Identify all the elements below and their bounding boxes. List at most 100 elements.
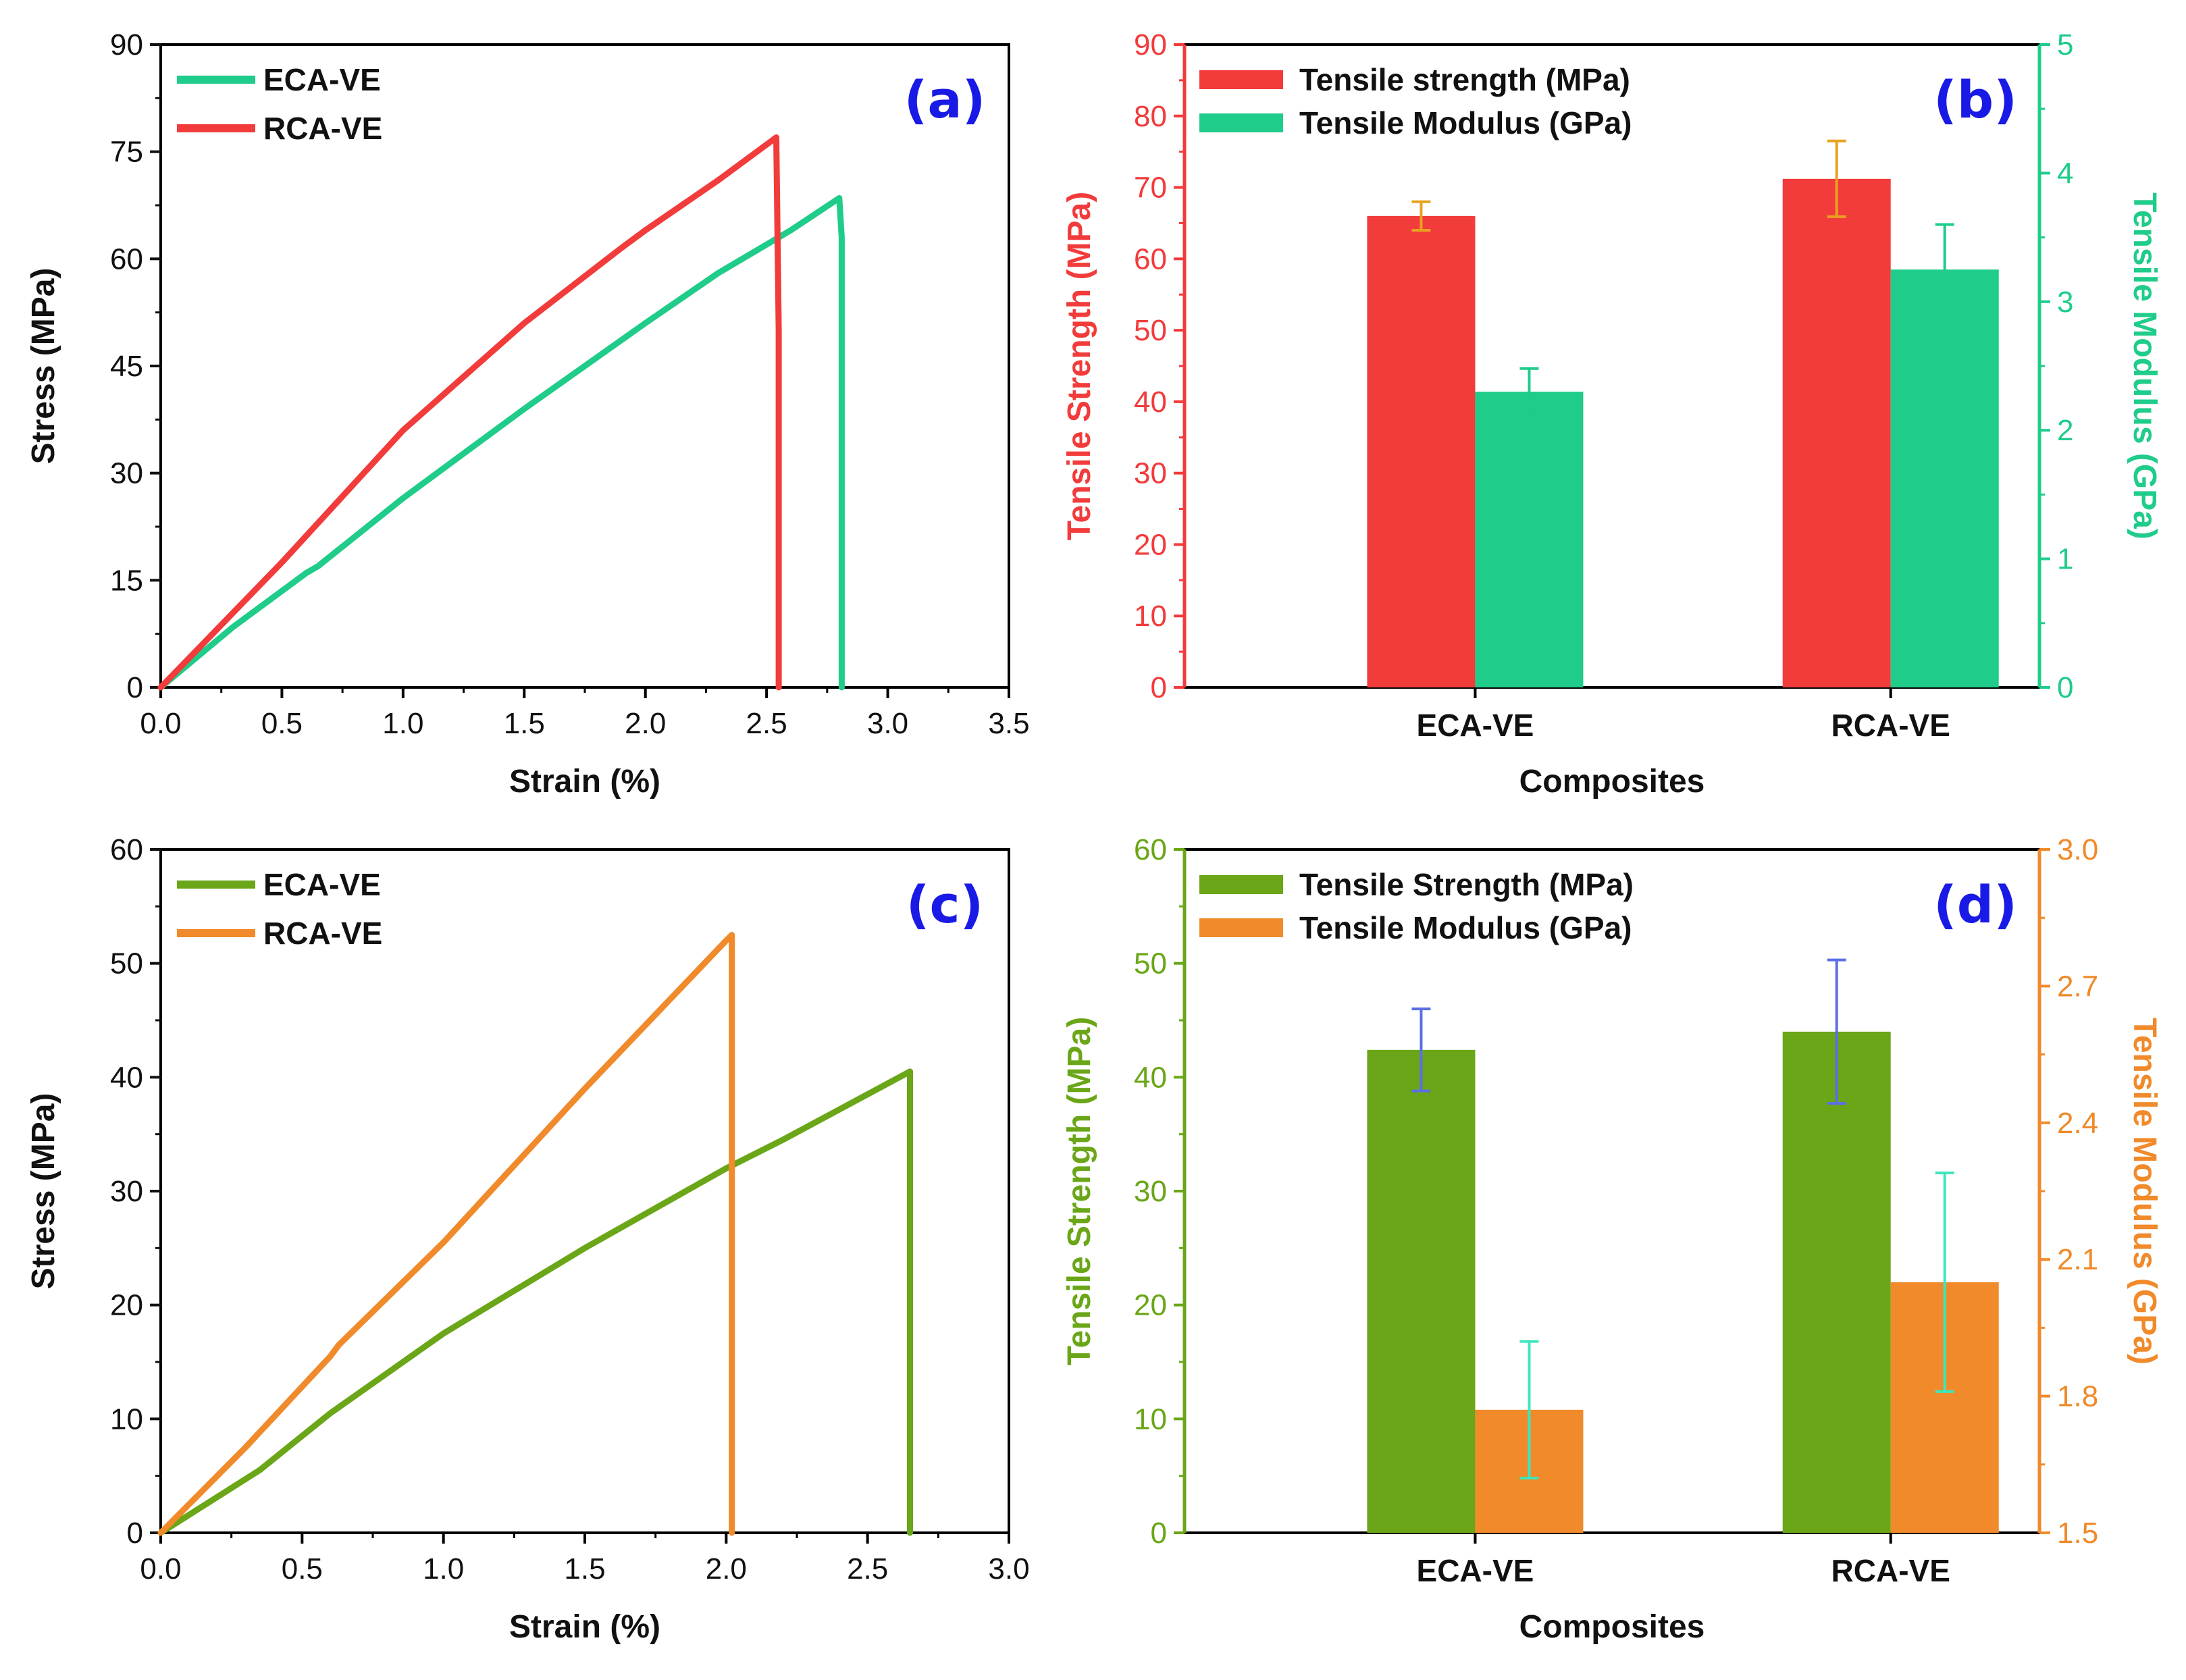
y-tick-label-left: 70 [1134,172,1167,205]
y-tick-label-right: 2 [2057,414,2073,447]
x-tick-label: 3.0 [867,707,908,740]
panel-label: (a) [904,70,986,130]
y-tick-label-right: 3.0 [2057,833,2098,866]
x-tick-label: 2.0 [706,1552,747,1585]
x-tick-label: 3.0 [988,1552,1029,1585]
y-tick-label-left: 30 [1134,457,1167,490]
y-tick-label-right: 3 [2057,286,2073,319]
y-tick-label-left: 0 [127,671,143,704]
y-tick-label-right: 2.4 [2057,1107,2098,1140]
series-line-eca-ve [157,1068,913,1536]
legend-label: RCA-VE [263,111,382,146]
bar-strength-rca-ve [1782,178,1891,688]
y-tick-label-left: 20 [1134,1289,1167,1322]
x-tick-label: 2.5 [746,707,787,740]
x-tick-label: 0.5 [261,707,303,740]
x-tick-label: 1.0 [423,1552,464,1585]
x-axis-title: Composites [1519,1609,1705,1645]
y-tick-label-left: 75 [110,136,143,169]
legend-swatch [1199,875,1283,894]
y-tick-label-left: 60 [110,833,143,866]
legend-swatch [1199,918,1283,937]
y-tick-label-left: 30 [1134,1175,1167,1208]
bar-strength-eca-ve [1367,215,1476,687]
y-axis-title: Stress (MPa) [26,1093,61,1290]
y-tick-label-right: 5 [2057,28,2073,61]
y-tick-label-right: 1.5 [2057,1517,2098,1550]
x-axis-title: Strain (%) [509,764,660,799]
legend-label: ECA-VE [263,867,381,902]
y-tick-label-left: 0 [1151,1517,1167,1550]
x-tick-label: 0.5 [282,1552,323,1585]
x-tick-label: 2.5 [847,1552,888,1585]
category-label: ECA-VE [1417,708,1534,743]
y-axis-title-right: Tensile Modulus (GPa) [2127,1018,2162,1365]
chart-c: 0 10 20 30 40 50 60 0.0 0.5 1.0 1.5 2.0 2.5 3.0 ECA-VE… [26,833,1030,1645]
y-tick-label-right: 0 [2057,671,2073,704]
chart-b: 0 10 20 30 40 50 60 70 80 90 0 1 2 3 4 5 ECA-VE RCA-VE Ten… [1062,28,2162,799]
bar-strength-eca-ve [1367,1049,1476,1533]
category-label: RCA-VE [1831,708,1950,743]
x-axis-title: Strain (%) [509,1609,660,1645]
y-axis-title: Stress (MPa) [26,268,61,465]
y-tick-label-left: 90 [1134,28,1167,61]
x-tick-label: 1.0 [382,707,423,740]
series-line-eca-ve [157,194,845,691]
x-tick-label: 1.5 [564,1552,605,1585]
series-line-rca-ve [157,134,782,691]
y-tick-label-left: 80 [1134,100,1167,133]
y-axis-title-left: Tensile Strength (MPa) [1062,192,1097,541]
y-tick-label-left: 40 [1134,1061,1167,1094]
y-tick-label-left: 20 [1134,528,1167,561]
y-tick-label-left: 40 [110,1061,143,1094]
category-label: ECA-VE [1417,1553,1534,1588]
y-tick-label-right: 2.7 [2057,970,2098,1003]
panel-label: (c) [906,874,984,935]
x-tick-label: 0.0 [140,1552,181,1585]
y-tick-label-left: 0 [127,1517,143,1550]
legend-label: Tensile strength (MPa) [1299,62,1630,97]
chart-a: 0 15 30 45 60 75 90 0.0 0.5 1.0 1.5 2.0 2.5 3.0 3.5 ECA… [26,28,1030,799]
x-axis-title: Composites [1519,764,1705,799]
series-line-rca-ve [157,932,735,1536]
legend-swatch [1199,113,1283,132]
plot-frame-c [159,848,1010,1534]
legend-label: Tensile Modulus (GPa) [1299,910,1632,945]
x-tick-label: 0.0 [140,707,181,740]
x-tick-label: 3.5 [988,707,1029,740]
y-tick-label-left: 20 [110,1289,143,1322]
legend-swatch [1199,70,1283,89]
y-tick-label-left: 10 [110,1402,143,1436]
y-tick-label-left: 60 [110,242,143,275]
legend-label: Tensile Modulus (GPa) [1299,105,1632,140]
x-tick-label: 2.0 [625,707,666,740]
y-tick-label-left: 10 [1134,600,1167,633]
legend-label: RCA-VE [263,916,382,951]
legend-label: ECA-VE [263,62,381,97]
y-tick-label-left: 0 [1151,671,1167,704]
legend-label: Tensile Strength (MPa) [1299,867,1634,902]
y-tick-label-left: 50 [1134,947,1167,980]
chart-d: 0 10 20 30 40 50 60 1.5 1.8 2.1 2.4 2.7 3.0 ECA-VE RCA… [1062,833,2162,1645]
y-axis-title-right: Tensile Modulus (GPa) [2127,192,2162,540]
y-tick-label-right: 1.8 [2057,1380,2098,1413]
y-tick-label-left: 40 [1134,386,1167,419]
y-tick-label-right: 2.1 [2057,1243,2098,1276]
y-tick-label-left: 50 [1134,314,1167,347]
y-tick-label-left: 10 [1134,1402,1167,1436]
y-tick-label-right: 4 [2057,157,2073,190]
panel-label: (b) [1933,70,2017,130]
bar-modulus-rca-ve [1890,269,1999,687]
panel-label: (d) [1933,874,2017,935]
y-tick-label-left: 60 [1134,242,1167,275]
y-tick-label-left: 30 [110,1175,143,1208]
y-tick-label-left: 90 [110,28,143,61]
y-axis-title-left: Tensile Strength (MPa) [1062,1017,1097,1366]
x-tick-label: 1.5 [504,707,545,740]
y-tick-label-left: 30 [110,457,143,490]
bar-modulus-eca-ve [1475,392,1584,687]
y-tick-label-left: 45 [110,350,143,383]
category-label: RCA-VE [1831,1553,1950,1588]
y-tick-label-right: 1 [2057,543,2073,576]
